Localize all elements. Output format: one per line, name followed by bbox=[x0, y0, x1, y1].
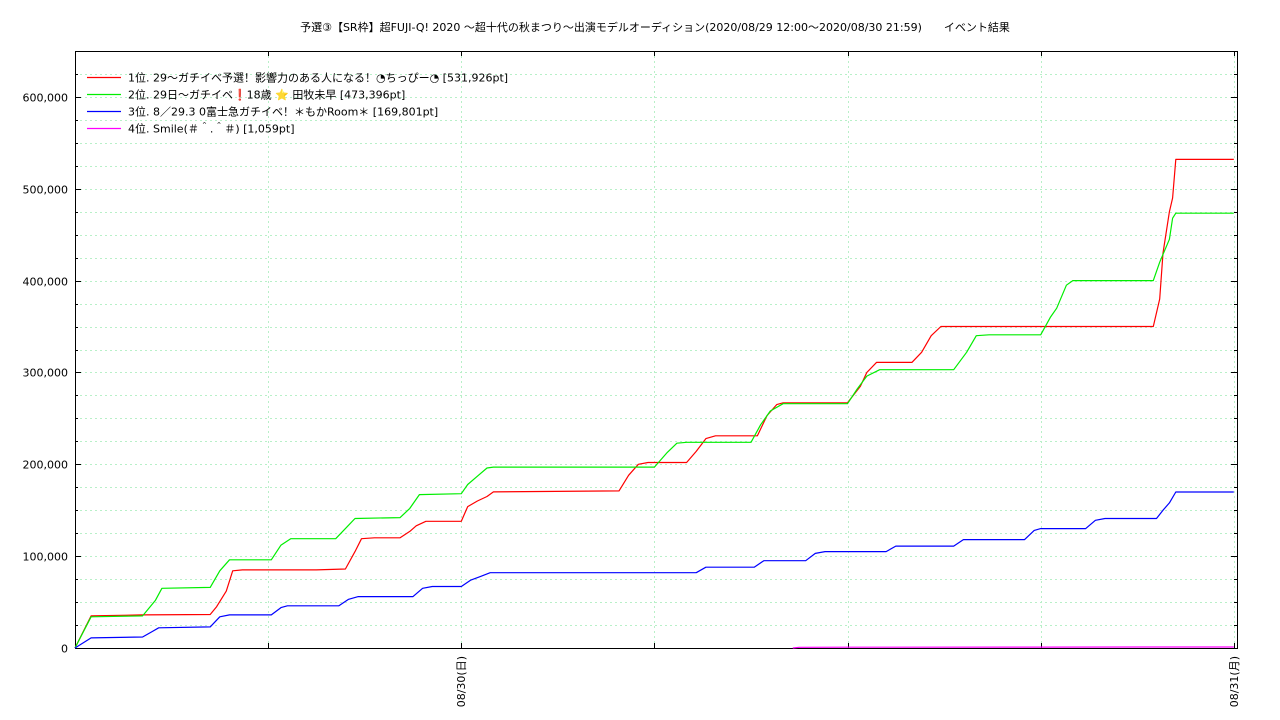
y-tick-label: 0 bbox=[61, 643, 68, 656]
x-tick-label: 08/30(日) bbox=[455, 656, 468, 707]
chart-title: 予選③【SR枠】超FUJI-Q! 2020 〜超十代の秋まつり〜出演モデルオーデ… bbox=[300, 20, 1010, 34]
series-lines bbox=[74, 158, 1234, 649]
y-tick-label: 600,000 bbox=[23, 92, 69, 105]
axes: 0 100,000 200,000 300,000 400,000 500,000 600,… bbox=[23, 51, 1241, 707]
legend-label-4: 4位. Smile(＃＾.＾＃) [1,059pt] bbox=[128, 121, 295, 136]
y-tick-label: 400,000 bbox=[23, 276, 69, 289]
series-line-2 bbox=[74, 212, 1234, 649]
y-tick-label: 100,000 bbox=[23, 551, 69, 564]
y-tick-label: 300,000 bbox=[23, 367, 69, 380]
legend-label-2: 2位. 29日〜ガチイベ❗18歳 ⭐ 田牧未早 [473,396pt] bbox=[128, 88, 405, 102]
y-tick-label: 200,000 bbox=[23, 459, 69, 472]
y-tick-label: 500,000 bbox=[23, 184, 69, 197]
grid-lines bbox=[75, 51, 1237, 648]
legend: 1位. 29〜ガチイベ予選！影響力のある人になる！◔ちっぴー◔ [531,926… bbox=[87, 71, 508, 136]
legend-label-3: 3位. 8／29.3 0富士急ガチイベ！＊もかRoom＊ [169,801pt] bbox=[128, 105, 438, 119]
series-line-3 bbox=[74, 491, 1234, 649]
legend-label-1: 1位. 29〜ガチイベ予選！影響力のある人になる！◔ちっぴー◔ [531,926… bbox=[128, 71, 508, 85]
x-tick-label: 08/31(月) bbox=[1228, 656, 1241, 707]
series-line-4 bbox=[792, 646, 1234, 649]
series-line-1 bbox=[74, 158, 1234, 649]
